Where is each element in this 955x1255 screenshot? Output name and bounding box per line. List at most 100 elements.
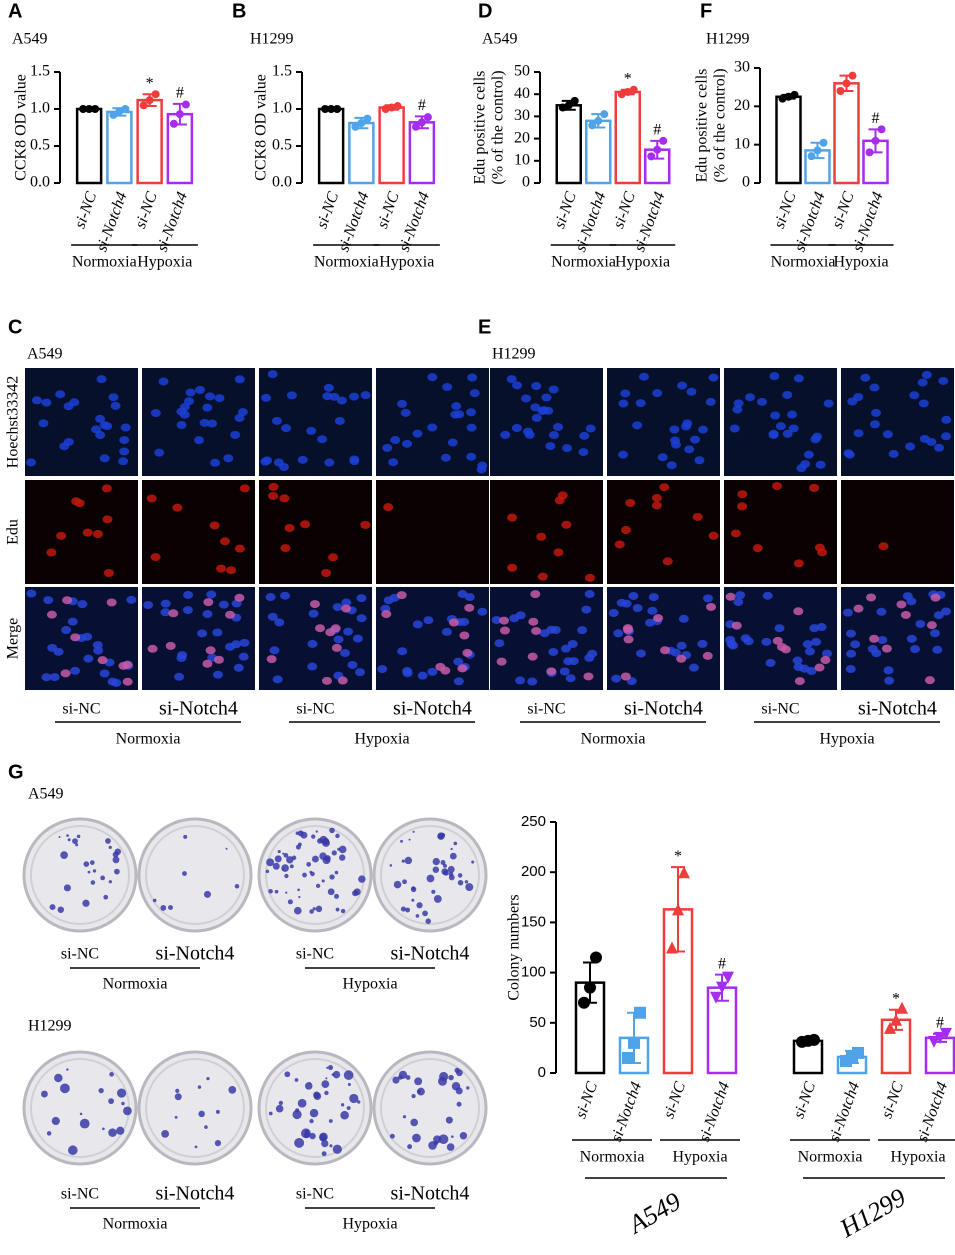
nucleus (26, 458, 37, 467)
nucleus (731, 621, 742, 630)
nucleus (812, 432, 823, 441)
group-label: Hypoxia (890, 1149, 945, 1166)
colony (274, 889, 279, 894)
colony (450, 1135, 454, 1138)
y-tick-label: 250 (521, 813, 546, 830)
micrograph (142, 480, 255, 584)
colony (286, 856, 294, 864)
y-tick-label: 20 (734, 97, 750, 114)
nucleus (910, 645, 921, 654)
data-point (884, 1021, 896, 1034)
data-point (628, 1036, 640, 1049)
nucleus (118, 661, 129, 670)
colony (319, 1133, 327, 1142)
nucleus (757, 397, 768, 406)
colony (309, 1118, 314, 1124)
chart-title: H1299 (250, 31, 294, 48)
column-label: si-NC (61, 946, 99, 963)
colony (431, 889, 436, 894)
y-tick-label: 0.0 (30, 174, 50, 191)
nucleus (360, 391, 371, 400)
colony (75, 843, 79, 847)
colony (325, 1077, 328, 1080)
nucleus (915, 619, 926, 628)
nucleus (919, 434, 930, 443)
nucleus (207, 419, 218, 428)
panel-label: B (232, 0, 246, 22)
group-label: Hypoxia (379, 254, 434, 271)
colony (72, 838, 78, 845)
plate-rim (145, 825, 245, 925)
plate (372, 1050, 488, 1166)
data-point (629, 85, 638, 94)
colony (89, 860, 95, 865)
nucleus (775, 422, 786, 431)
nucleus (262, 456, 273, 465)
nucleus (122, 677, 133, 686)
nucleus (548, 431, 559, 440)
data-point (423, 113, 432, 122)
nucleus (705, 397, 716, 406)
nucleus (546, 667, 557, 676)
data-point (710, 991, 722, 1004)
y-tick-label: 0 (742, 174, 750, 191)
colony (66, 1068, 69, 1071)
x-tick-label: si-Notch4 (696, 1080, 733, 1144)
nucleus (356, 594, 367, 603)
y-tick-label: 50 (514, 63, 530, 80)
nucleus (176, 407, 187, 416)
nucleus (869, 420, 880, 429)
colony (174, 1093, 182, 1101)
nucleus (577, 626, 588, 635)
nucleus (708, 531, 719, 540)
nucleus (539, 406, 550, 415)
nucleus (209, 521, 220, 530)
data-point (934, 1031, 946, 1044)
data-point (175, 110, 184, 119)
cell-line-label: H1299 (834, 1183, 911, 1244)
nucleus (218, 600, 229, 609)
nucleus (765, 658, 776, 667)
colony (340, 1103, 345, 1107)
nucleus (692, 512, 703, 521)
column-label: si-Notch4 (156, 943, 235, 965)
y-tick-label: 0.0 (272, 174, 292, 191)
nucleus (614, 540, 625, 549)
colony (281, 864, 289, 872)
bar (75, 107, 103, 185)
nucleus (684, 445, 695, 454)
nucleus (648, 593, 659, 602)
nucleus (396, 591, 407, 600)
colony (83, 861, 90, 867)
data-point (852, 1046, 864, 1059)
colony (331, 1073, 335, 1077)
colony (206, 1077, 210, 1081)
nucleus (306, 426, 317, 435)
nucleus (583, 672, 594, 681)
plate-rim (380, 825, 480, 925)
nucleus (400, 408, 411, 417)
nucleus (882, 430, 893, 439)
data-point (169, 119, 178, 128)
y-tick-label: 1.0 (30, 100, 50, 117)
nucleus (491, 615, 502, 624)
nucleus (788, 424, 799, 433)
group-label: Normoxia (72, 254, 137, 271)
nucleus (512, 381, 523, 390)
column-label: si-Notch4 (858, 698, 937, 720)
data-point (145, 96, 154, 105)
nucleus (632, 421, 643, 430)
nucleus (111, 678, 122, 687)
nucleus (147, 644, 158, 653)
colony (297, 842, 302, 847)
nucleus (653, 614, 664, 623)
colony (268, 1111, 273, 1116)
chart-title: A549 (482, 31, 518, 48)
significance-marker: # (936, 1015, 944, 1032)
nucleus (787, 410, 798, 419)
data-point (890, 1013, 902, 1026)
colony (315, 830, 318, 833)
nucleus (530, 590, 541, 599)
nucleus (274, 618, 285, 627)
colony (448, 1074, 454, 1081)
